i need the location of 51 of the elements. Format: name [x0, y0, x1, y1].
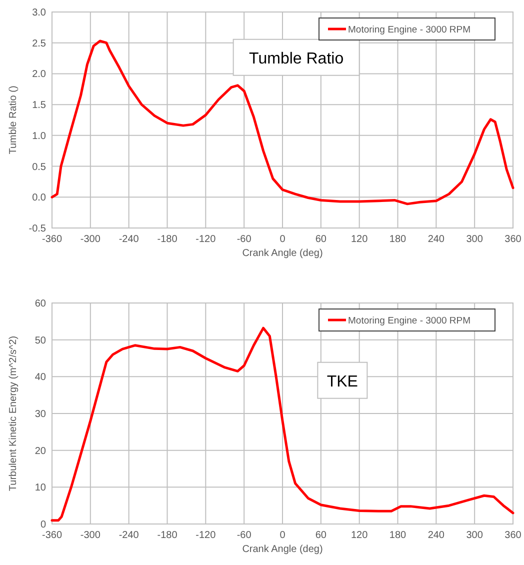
- x-tick-label: 0: [280, 234, 286, 245]
- line-series: [50, 40, 514, 206]
- x-tick-label: 360: [504, 530, 522, 541]
- x-tick-label: -240: [118, 530, 140, 541]
- y-tick-label: 30: [34, 409, 46, 420]
- y-tick-label: 50: [34, 335, 46, 346]
- x-tick-label: -60: [236, 530, 252, 541]
- x-tick-label: 180: [389, 530, 407, 541]
- x-tick-label: -300: [80, 530, 101, 541]
- x-tick-label: -60: [236, 234, 252, 245]
- line-series: [50, 326, 514, 522]
- y-tick-label: 1.5: [32, 100, 46, 112]
- x-tick-label: 180: [389, 234, 407, 245]
- y-tick-label: 0.5: [32, 162, 46, 173]
- x-axis-title: Crank Angle (deg): [242, 248, 323, 259]
- x-tick-label: 120: [350, 530, 368, 541]
- annotation: Tumble Ratio: [249, 50, 344, 68]
- y-tick-label: 1.0: [32, 130, 46, 142]
- y-tick-label: 2.5: [32, 38, 46, 50]
- x-tick-label: 360: [504, 234, 522, 245]
- x-tick-label: 240: [428, 234, 445, 245]
- x-tick-label: -240: [118, 234, 140, 245]
- y-tick-label: 20: [34, 446, 46, 457]
- y-axis-title: Tumble Ratio (): [8, 86, 19, 154]
- x-tick-label: -180: [157, 530, 178, 541]
- y-tick-label: 2.0: [32, 69, 46, 80]
- x-tick-label: 300: [466, 530, 484, 541]
- x-tick-label: -300: [80, 234, 101, 245]
- legend-label: Motoring Engine - 3000 RPM: [348, 24, 471, 36]
- x-tick-label: -120: [196, 530, 216, 541]
- y-axis-title: Turbulent Kinetic Energy (m^2/s^2): [8, 336, 19, 492]
- x-tick-label: 120: [350, 234, 368, 245]
- x-tick-label: 240: [428, 530, 445, 541]
- x-tick-label: -120: [196, 234, 216, 245]
- y-tick-label: 40: [34, 372, 46, 384]
- y-tick-label: -0.5: [28, 224, 46, 234]
- y-tick-label: 3.0: [32, 8, 46, 18]
- y-tick-label: 0: [40, 520, 46, 530]
- x-tick-label: -360: [42, 234, 62, 245]
- y-tick-label: 0.0: [32, 192, 46, 204]
- x-tick-label: -360: [42, 530, 62, 541]
- y-tick-label: 60: [34, 298, 46, 310]
- x-tick-label: -180: [157, 234, 178, 245]
- x-tick-label: 60: [315, 530, 327, 541]
- x-tick-label: 60: [315, 234, 327, 245]
- x-axis-title: Crank Angle (deg): [242, 544, 323, 555]
- x-tick-label: 0: [280, 530, 286, 541]
- legend-label: Motoring Engine - 3000 RPM: [348, 316, 471, 326]
- y-tick-label: 10: [34, 482, 46, 494]
- annotation: TKE: [326, 373, 358, 390]
- x-tick-label: 300: [466, 234, 484, 245]
